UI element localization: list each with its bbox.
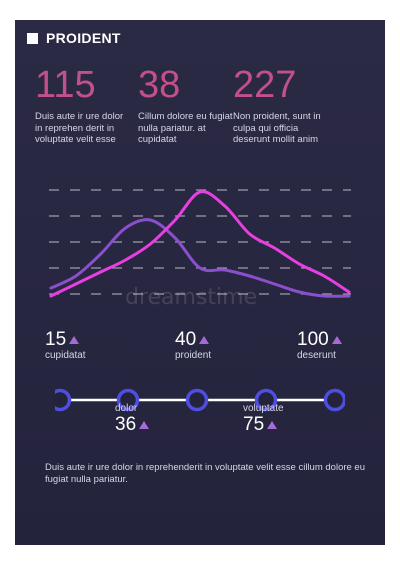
stat-3: 227 Non proident, sunt in culpa qui offi… [233,65,328,146]
stat-value: 115 [35,64,96,106]
timeline-node [323,388,345,412]
up-triangle-icon [199,336,210,344]
up-triangle-icon [139,421,150,429]
up-triangle-icon [331,336,342,344]
kpi-top-2: 40 proident [175,330,211,362]
timeline-node [116,388,140,412]
timeline-node [254,388,278,412]
kpi-value: 100 [297,329,329,350]
footer-text: Duis aute ir ure dolor in reprehenderit … [45,462,366,485]
timeline-node [185,388,209,412]
timeline-node [55,388,72,412]
page-title: PROIDENT [46,30,121,46]
title-row: PROIDENT [27,30,121,46]
stat-description: Non proident, sunt in culpa qui officia … [233,111,321,145]
kpi-top-1: 15 cupidatat [45,330,86,362]
up-triangle-icon [267,421,278,429]
kpi-value: 40 [175,329,197,350]
up-triangle-icon [69,336,80,344]
kpi-bottom-2: voluptate 75 [243,403,284,435]
area-chart [49,189,351,298]
kpi-label: cupidatat [45,350,86,361]
watermark-text: dreamstime [125,285,258,310]
stat-1: 115 Duis aute ir ure dolor in reprehen d… [35,65,130,146]
kpi-top-3: 100 deserunt [297,330,342,362]
kpi-label: voluptate [243,403,284,414]
title-square-icon [27,32,38,44]
kpi-value: 36 [115,414,137,435]
stat-2: 38 Cillum dolore eu fugiat nulla pariatu… [138,65,233,146]
stat-value: 227 [233,64,297,106]
kpi-bottom-1: dolor 36 [115,403,150,435]
kpi-label: proident [175,350,212,361]
kpi-label: dolor [115,403,138,414]
infographic-panel: PROIDENT 115 Duis aute ir ure dolor in r… [15,20,385,545]
stat-description: Duis aute ir ure dolor in reprehen derit… [35,111,124,145]
stat-value: 38 [138,64,181,106]
series-line [49,218,351,298]
timeline [55,388,345,412]
series-line [49,190,351,298]
kpi-value: 75 [243,414,265,435]
stat-description: Cillum dolore eu fugiat nulla pariatur. … [138,111,233,145]
kpi-value: 15 [45,329,67,350]
kpi-label: deserunt [297,350,336,361]
